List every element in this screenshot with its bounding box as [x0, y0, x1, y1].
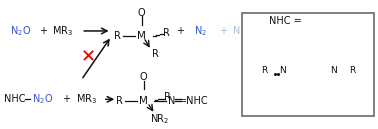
- Text: +: +: [219, 26, 227, 36]
- Text: N: N: [167, 96, 175, 106]
- Text: N$_2$O: N$_2$O: [32, 92, 53, 106]
- Text: R: R: [261, 66, 267, 75]
- Text: +: +: [39, 26, 48, 36]
- Text: MR$_3$: MR$_3$: [76, 92, 97, 106]
- Text: N$_2$O: N$_2$O: [10, 24, 31, 38]
- Text: NHC: NHC: [5, 94, 26, 104]
- Text: ✕: ✕: [81, 48, 96, 66]
- Text: +: +: [62, 94, 70, 104]
- Text: R: R: [152, 49, 158, 59]
- Text: N: N: [279, 66, 286, 75]
- Text: NHC: NHC: [233, 26, 254, 36]
- Text: R: R: [164, 92, 171, 102]
- Text: O: O: [138, 8, 146, 18]
- Text: N$_2$: N$_2$: [194, 24, 207, 38]
- Text: R: R: [116, 96, 122, 106]
- Text: NR$_2$: NR$_2$: [150, 112, 169, 126]
- FancyBboxPatch shape: [242, 13, 374, 116]
- Text: MR$_3$: MR$_3$: [52, 24, 73, 38]
- Text: R: R: [163, 28, 170, 38]
- Text: O: O: [140, 72, 147, 82]
- Text: M: M: [139, 96, 148, 106]
- Text: +: +: [175, 26, 184, 36]
- Text: =NHC: =NHC: [179, 96, 208, 106]
- Text: NHC =: NHC =: [269, 16, 302, 26]
- Text: R: R: [349, 66, 355, 75]
- Text: R: R: [114, 31, 121, 41]
- Text: M: M: [137, 31, 146, 41]
- Text: N: N: [330, 66, 337, 75]
